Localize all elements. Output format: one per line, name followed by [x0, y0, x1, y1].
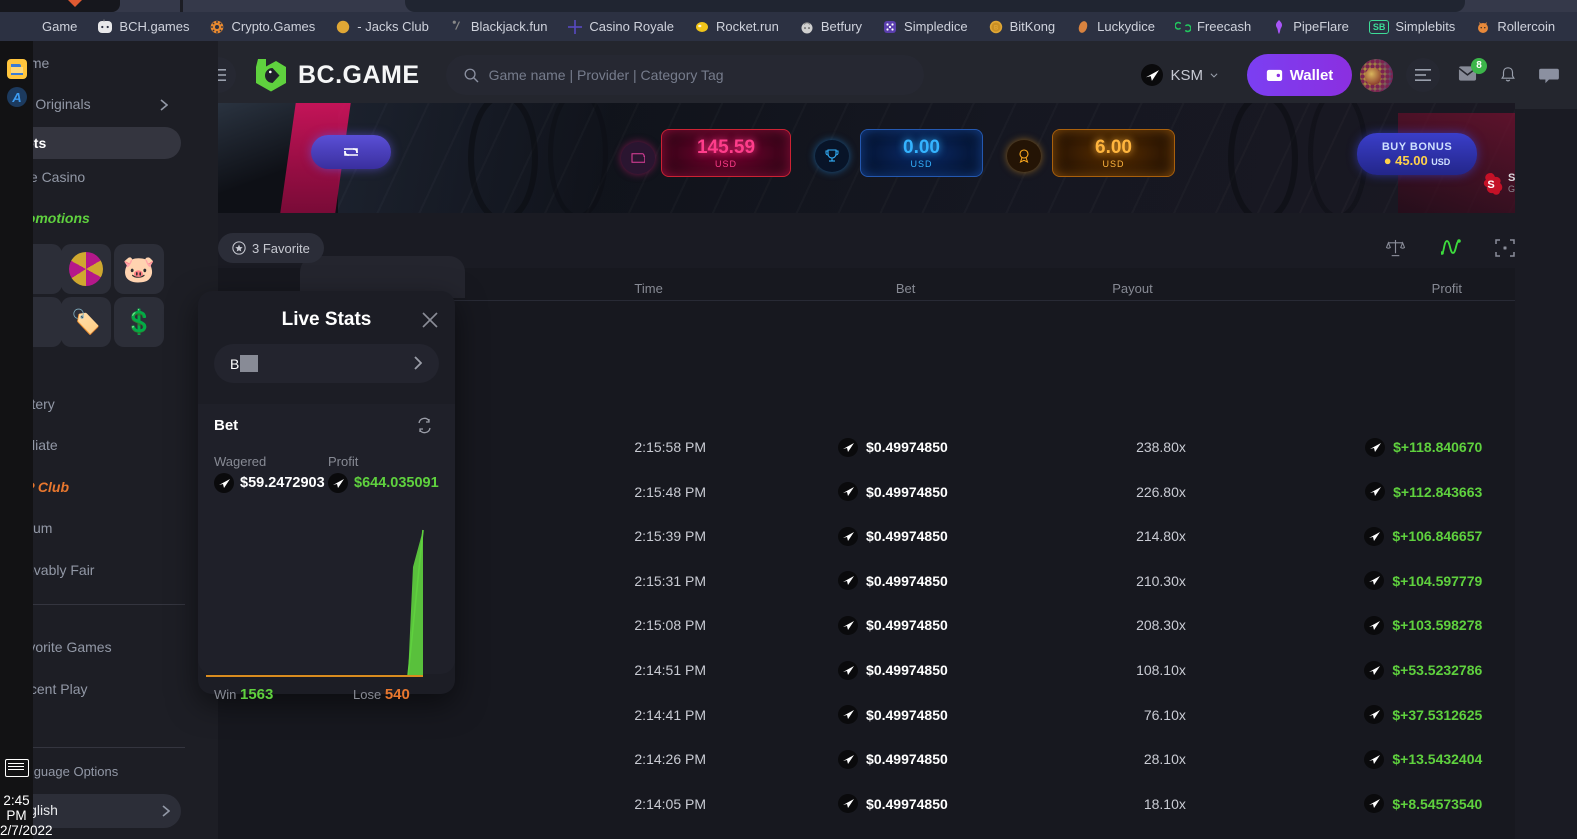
svg-text:S: S: [1487, 179, 1494, 191]
svg-text:B: B: [993, 25, 998, 31]
